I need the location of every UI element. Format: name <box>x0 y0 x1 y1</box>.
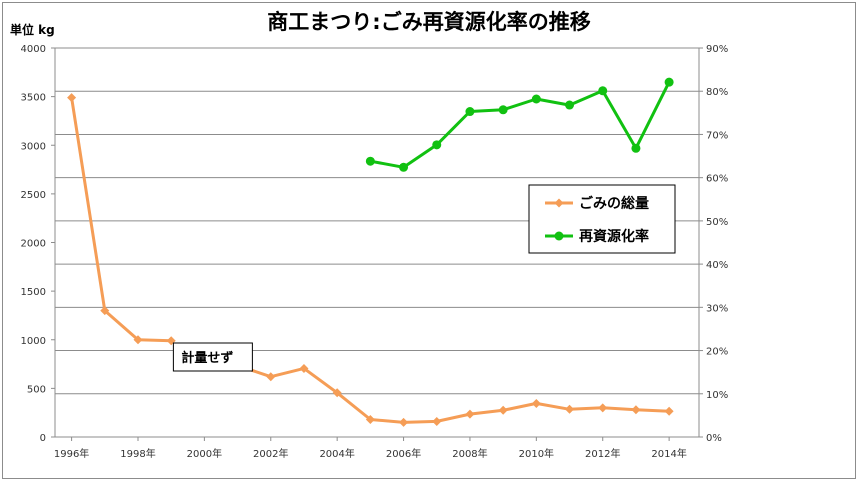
x-tick-label: 2004年 <box>319 447 354 460</box>
y-left-tick-label: 2000 <box>21 239 46 250</box>
x-tick-label: 1998年 <box>120 447 155 460</box>
legend-marker <box>554 198 564 208</box>
x-tick-label: 2010年 <box>519 447 554 460</box>
series-line <box>70 97 172 343</box>
x-tick-label: 2002年 <box>253 447 288 460</box>
legend-marker <box>554 231 564 241</box>
y-right-tick-label: 40% <box>706 260 728 271</box>
y-left-tick-label: 2500 <box>21 190 46 201</box>
data-point-marker <box>565 404 575 414</box>
x-tick-label: 2012年 <box>585 447 620 460</box>
y-left-tick-label: 500 <box>27 384 46 395</box>
y-right-tick-label: 70% <box>706 130 728 141</box>
data-point-marker <box>531 94 541 104</box>
data-point-marker <box>399 417 409 427</box>
y-left-tick-label: 1000 <box>21 336 46 347</box>
gridlines <box>55 47 699 395</box>
legend-box <box>528 184 676 254</box>
y-right-tick-label: 0% <box>706 433 722 444</box>
data-point-marker <box>498 105 508 115</box>
y-left-tick-label: 4000 <box>21 44 46 55</box>
data-point-marker <box>365 414 375 424</box>
x-ticks: 1996年 1998年 2000年 2002年 2004年 2006年 2008年 2010年… <box>54 447 687 460</box>
y-left-tick-label: 0 <box>40 433 46 444</box>
data-point-marker <box>399 162 409 172</box>
data-point-marker <box>133 335 143 345</box>
annotation-text: 計量せず <box>181 350 233 366</box>
y-right-tick-label: 80% <box>706 87 728 98</box>
data-point-marker <box>465 107 475 117</box>
chart-title: 商工まつり:ごみ再資源化率の推移 <box>267 10 591 34</box>
data-point-marker <box>598 403 608 413</box>
legend-label: ごみの総量 <box>579 195 649 212</box>
series-2 <box>365 77 674 172</box>
data-point-marker <box>664 77 674 87</box>
x-tick-label: 2000年 <box>187 447 222 460</box>
data-point-marker <box>432 416 442 426</box>
y-left-ticks: 0 500 1000 1500 2000 2500 3000 3500 4000 <box>21 44 46 444</box>
y-right-tick-label: 20% <box>706 347 728 358</box>
data-point-marker <box>664 406 674 416</box>
data-point-marker <box>332 388 342 398</box>
x-tick-label: 2008年 <box>452 447 487 460</box>
x-tick-label: 1996年 <box>54 447 89 460</box>
series-layer <box>67 77 674 427</box>
y-left-tick-label: 3500 <box>21 93 46 104</box>
data-point-marker <box>631 143 641 153</box>
annotation-box <box>172 342 253 372</box>
data-point-marker <box>365 156 375 166</box>
data-point-marker <box>100 306 110 316</box>
y-right-tick-label: 10% <box>706 390 728 401</box>
x-tick-label: 2006年 <box>386 447 421 460</box>
y-right-tick-label: 30% <box>706 303 728 314</box>
y-right-tick-label: 60% <box>706 174 728 185</box>
series-1 <box>67 93 674 427</box>
y-right-tick-label: 90% <box>706 44 728 55</box>
data-point-marker <box>299 363 309 373</box>
data-point-marker <box>432 140 442 150</box>
data-point-marker <box>266 372 276 382</box>
axes <box>51 47 703 441</box>
data-point-marker <box>598 86 608 96</box>
series-line <box>370 81 671 169</box>
x-tick-label: 2014年 <box>651 447 686 460</box>
data-point-marker <box>67 93 77 103</box>
data-point-marker <box>465 409 475 419</box>
data-point-marker <box>631 405 641 415</box>
data-point-marker <box>531 398 541 408</box>
data-point-marker <box>565 100 575 110</box>
y-left-tick-label: 1500 <box>21 287 46 298</box>
unit-label: 単位 kg <box>10 23 55 37</box>
annotation-layer: 計量せず <box>172 342 253 372</box>
series-line <box>237 364 670 424</box>
y-right-tick-label: 50% <box>706 217 728 228</box>
y-left-tick-label: 3000 <box>21 141 46 152</box>
legend-label: 再資源化率 <box>579 228 649 245</box>
data-point-marker <box>498 405 508 415</box>
y-right-ticks: 0% 10% 20% 30% 40% 50% 60% 70% 80% 90% <box>706 44 728 444</box>
